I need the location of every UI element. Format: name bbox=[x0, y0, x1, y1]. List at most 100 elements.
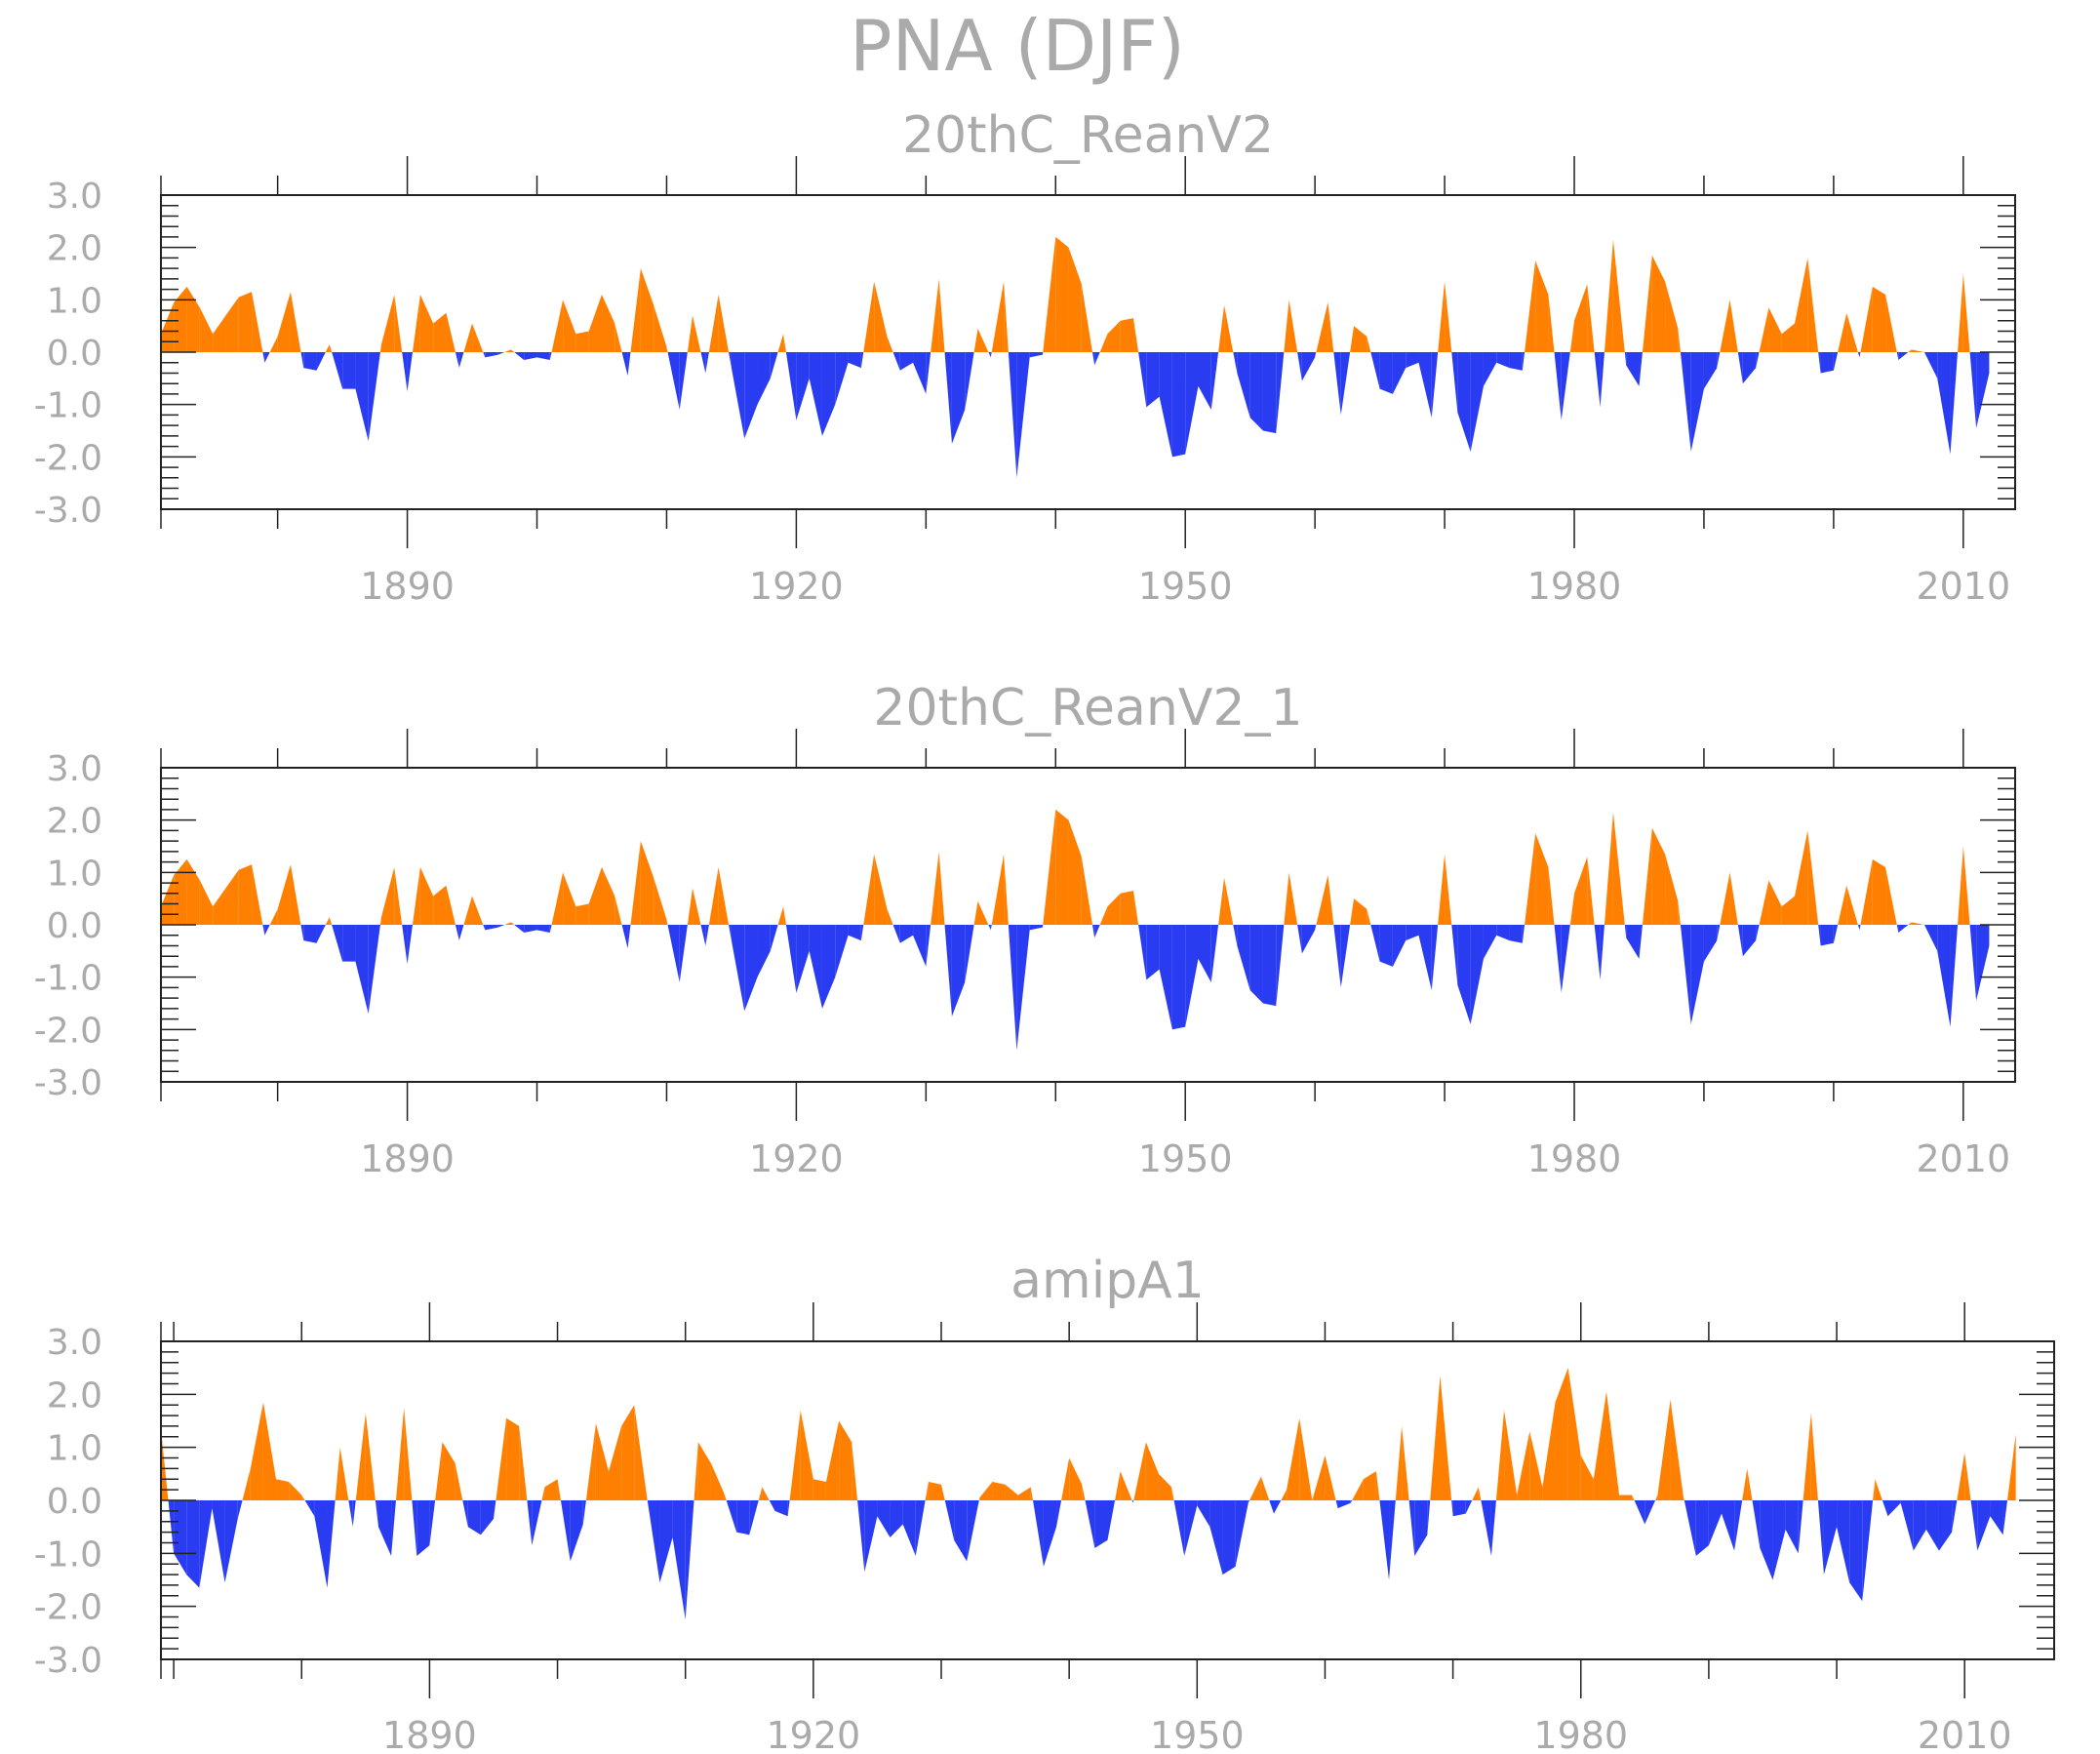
positive-area bbox=[777, 334, 784, 352]
negative-area bbox=[237, 1500, 243, 1520]
negative-area bbox=[1276, 925, 1285, 1007]
ytick-label: -1.0 bbox=[34, 386, 102, 426]
negative-area bbox=[731, 352, 745, 439]
positive-area bbox=[1911, 349, 1924, 352]
positive-area bbox=[863, 281, 875, 352]
negative-area bbox=[1717, 925, 1721, 941]
negative-area bbox=[1760, 1500, 1773, 1580]
positive-area bbox=[250, 1402, 263, 1500]
negative-area bbox=[391, 1500, 396, 1557]
negative-area bbox=[467, 1500, 481, 1535]
ytick-label: 1.0 bbox=[47, 854, 102, 894]
positive-area bbox=[938, 851, 945, 925]
xtick-label: 1920 bbox=[766, 1714, 860, 1754]
positive-area bbox=[687, 888, 693, 925]
negative-area bbox=[1695, 1500, 1709, 1557]
negative-area bbox=[1197, 1500, 1210, 1528]
negative-area bbox=[1522, 925, 1525, 943]
positive-area bbox=[973, 900, 978, 925]
positive-area bbox=[634, 1405, 648, 1500]
xtick-label: 1890 bbox=[360, 1137, 455, 1180]
negative-area bbox=[1509, 352, 1523, 371]
negative-area bbox=[458, 925, 464, 941]
positive-area bbox=[419, 866, 434, 925]
negative-area bbox=[186, 1500, 200, 1588]
positive-area bbox=[708, 866, 719, 925]
negative-area bbox=[1465, 1500, 1473, 1514]
positive-area bbox=[1445, 854, 1452, 925]
negative-area bbox=[485, 352, 498, 358]
positive-area bbox=[724, 1492, 727, 1500]
negative-area bbox=[1209, 1500, 1223, 1575]
positive-area bbox=[1542, 1402, 1556, 1500]
positive-area bbox=[1964, 1453, 1971, 1500]
positive-area bbox=[697, 1442, 711, 1500]
ytick-label: -2.0 bbox=[34, 1588, 102, 1628]
negative-area bbox=[1198, 352, 1211, 411]
positive-area bbox=[1525, 260, 1536, 352]
negative-area bbox=[1849, 1500, 1863, 1602]
negative-area bbox=[1171, 352, 1186, 458]
negative-area bbox=[967, 1500, 979, 1562]
negative-area bbox=[1138, 925, 1147, 980]
positive-area bbox=[1367, 336, 1371, 352]
negative-area bbox=[1107, 1500, 1116, 1540]
negative-area bbox=[1818, 925, 1821, 946]
negative-area bbox=[1833, 352, 1839, 371]
negative-area bbox=[1925, 1500, 1939, 1551]
negative-area bbox=[1276, 352, 1285, 434]
negative-area bbox=[483, 352, 486, 358]
positive-area bbox=[506, 1417, 520, 1500]
negative-area bbox=[1737, 352, 1743, 384]
positive-area bbox=[519, 1425, 528, 1500]
negative-area bbox=[1008, 352, 1017, 478]
ytick-label: 0.0 bbox=[47, 1482, 102, 1522]
negative-area bbox=[375, 1500, 378, 1528]
negative-area bbox=[700, 352, 706, 374]
positive-area bbox=[640, 841, 654, 925]
negative-area bbox=[458, 352, 464, 369]
negative-area bbox=[1301, 925, 1316, 954]
xtick-label: 1890 bbox=[360, 565, 455, 608]
negative-area bbox=[355, 352, 369, 442]
positive-area bbox=[1495, 1410, 1505, 1500]
negative-area bbox=[416, 1500, 430, 1557]
positive-area bbox=[1350, 326, 1355, 352]
negative-area bbox=[951, 352, 966, 444]
ytick-label: -2.0 bbox=[34, 438, 102, 478]
positive-area bbox=[1587, 857, 1595, 925]
negative-area bbox=[1522, 352, 1525, 371]
negative-area bbox=[1626, 352, 1640, 386]
negative-area bbox=[1406, 925, 1419, 941]
positive-area bbox=[710, 1462, 725, 1500]
negative-area bbox=[1132, 1500, 1134, 1503]
positive-area bbox=[1958, 846, 1963, 925]
positive-area bbox=[931, 851, 939, 925]
positive-area bbox=[1612, 239, 1625, 352]
negative-area bbox=[1451, 1500, 1453, 1517]
positive-area bbox=[654, 304, 667, 352]
positive-area bbox=[1548, 866, 1555, 925]
ytick-label: 2.0 bbox=[47, 802, 102, 842]
xtick-label: 1980 bbox=[1527, 565, 1622, 608]
negative-area bbox=[857, 1500, 865, 1573]
negative-area bbox=[1262, 925, 1277, 1007]
negative-area bbox=[1937, 352, 1951, 455]
negative-area bbox=[1554, 925, 1562, 993]
negative-area bbox=[1490, 1500, 1496, 1557]
positive-area bbox=[557, 1479, 561, 1500]
negative-area bbox=[1379, 352, 1393, 394]
positive-area bbox=[1107, 893, 1121, 925]
positive-area bbox=[1288, 872, 1298, 925]
negative-area bbox=[729, 352, 732, 369]
positive-area bbox=[614, 896, 622, 925]
positive-area bbox=[852, 1442, 858, 1500]
negative-area bbox=[1370, 352, 1380, 389]
positive-area bbox=[693, 888, 701, 925]
positive-area bbox=[640, 268, 654, 352]
ytick-label: 0.0 bbox=[47, 334, 102, 374]
positive-area bbox=[1807, 258, 1819, 352]
negative-area bbox=[1483, 352, 1497, 386]
negative-area bbox=[1509, 925, 1523, 943]
positive-area bbox=[1107, 320, 1121, 352]
